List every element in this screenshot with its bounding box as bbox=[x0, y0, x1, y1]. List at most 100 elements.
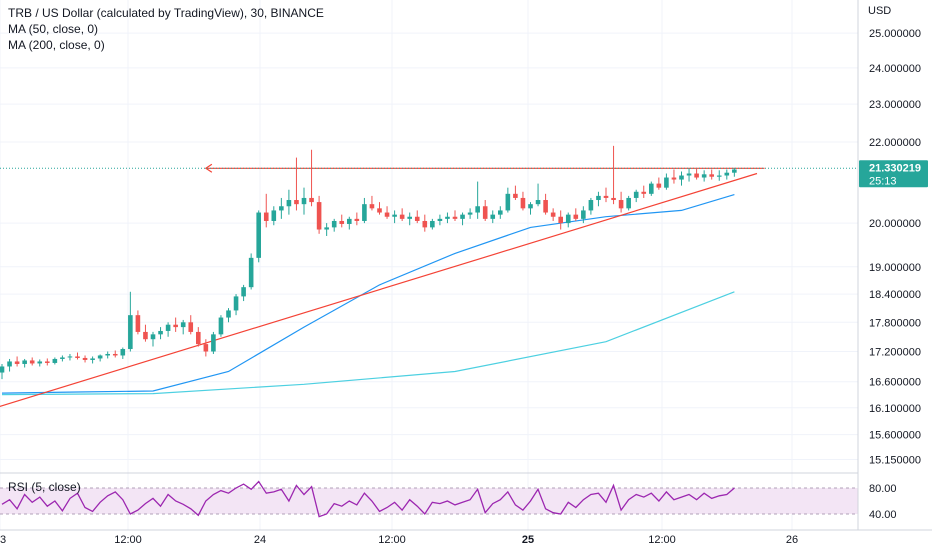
candle-body[interactable] bbox=[369, 204, 375, 209]
candle-body[interactable] bbox=[392, 214, 397, 217]
candle-body[interactable] bbox=[490, 214, 496, 219]
candle-body[interactable] bbox=[430, 220, 435, 228]
candle-body[interactable] bbox=[641, 191, 647, 194]
candle-body[interactable] bbox=[498, 210, 503, 215]
candle-body[interactable] bbox=[339, 220, 345, 224]
candle-body[interactable] bbox=[611, 197, 616, 201]
candle-body[interactable] bbox=[233, 296, 239, 311]
candle-body[interactable] bbox=[588, 200, 594, 211]
candle-body[interactable] bbox=[128, 315, 133, 350]
candle-body[interactable] bbox=[558, 216, 563, 224]
candle-body[interactable] bbox=[437, 218, 443, 221]
candle-body[interactable] bbox=[29, 360, 35, 364]
candle-body[interactable] bbox=[362, 204, 367, 221]
candle-body[interactable] bbox=[671, 177, 677, 180]
candle-body[interactable] bbox=[679, 175, 684, 180]
candle-body[interactable] bbox=[82, 357, 88, 360]
candle-body[interactable] bbox=[482, 206, 488, 219]
candle-body[interactable] bbox=[445, 216, 450, 219]
candle-body[interactable] bbox=[60, 357, 65, 359]
candle-body[interactable] bbox=[112, 353, 118, 356]
candle-body[interactable] bbox=[120, 349, 126, 356]
candle-body[interactable] bbox=[354, 218, 360, 221]
candle-body[interactable] bbox=[513, 193, 518, 198]
candle-body[interactable] bbox=[331, 220, 337, 228]
candle-body[interactable] bbox=[618, 200, 624, 209]
candle-body[interactable] bbox=[37, 361, 43, 364]
candle-body[interactable] bbox=[241, 287, 246, 297]
candle-body[interactable] bbox=[520, 197, 526, 209]
candle-body[interactable] bbox=[75, 356, 80, 358]
candle-body[interactable] bbox=[203, 344, 209, 352]
candle-body[interactable] bbox=[475, 206, 480, 213]
candle-body[interactable] bbox=[467, 212, 473, 215]
candle-body[interactable] bbox=[279, 206, 284, 211]
candle-body[interactable] bbox=[67, 356, 73, 358]
candle-body[interactable] bbox=[377, 208, 382, 213]
candle-body[interactable] bbox=[565, 214, 571, 224]
candle-body[interactable] bbox=[105, 353, 110, 356]
candle-body[interactable] bbox=[180, 322, 186, 328]
candle-body[interactable] bbox=[694, 173, 699, 178]
candle-body[interactable] bbox=[309, 197, 314, 203]
candle-body[interactable] bbox=[626, 197, 631, 209]
candle-body[interactable] bbox=[188, 322, 194, 332]
candle-body[interactable] bbox=[716, 175, 722, 177]
candle-body[interactable] bbox=[649, 183, 654, 194]
candle-body[interactable] bbox=[22, 360, 27, 364]
candle-body[interactable] bbox=[14, 361, 20, 364]
candle-body[interactable] bbox=[316, 202, 322, 230]
candle-body[interactable] bbox=[407, 216, 412, 219]
candle-body[interactable] bbox=[732, 169, 737, 173]
candle-body[interactable] bbox=[150, 334, 156, 340]
candle-body[interactable] bbox=[301, 197, 307, 205]
candle-body[interactable] bbox=[724, 172, 730, 176]
candle-body[interactable] bbox=[686, 173, 692, 176]
candle-body[interactable] bbox=[135, 315, 141, 332]
candle-body[interactable] bbox=[97, 355, 103, 359]
candle-body[interactable] bbox=[581, 210, 586, 219]
candle-body[interactable] bbox=[211, 334, 216, 352]
candle-body[interactable] bbox=[573, 214, 579, 219]
candle-body[interactable] bbox=[460, 214, 465, 219]
candle-body[interactable] bbox=[535, 200, 541, 205]
candle-body[interactable] bbox=[0, 366, 5, 373]
candle-body[interactable] bbox=[45, 361, 50, 363]
candle-body[interactable] bbox=[656, 183, 662, 188]
candle-body[interactable] bbox=[143, 331, 148, 340]
candle-body[interactable] bbox=[165, 324, 171, 331]
candle-body[interactable] bbox=[324, 227, 329, 230]
candle-body[interactable] bbox=[422, 220, 428, 228]
candle-body[interactable] bbox=[543, 200, 548, 213]
candle-body[interactable] bbox=[158, 330, 163, 335]
candle-body[interactable] bbox=[256, 212, 261, 258]
candle-body[interactable] bbox=[709, 174, 714, 177]
candle-body[interactable] bbox=[263, 212, 269, 221]
candle-body[interactable] bbox=[550, 212, 556, 217]
candle-body[interactable] bbox=[452, 216, 458, 219]
candle-body[interactable] bbox=[384, 212, 390, 217]
candle-body[interactable] bbox=[633, 191, 639, 198]
candle-body[interactable] bbox=[173, 324, 178, 328]
candle-body[interactable] bbox=[248, 257, 254, 288]
candle-body[interactable] bbox=[7, 361, 12, 367]
candle-body[interactable] bbox=[52, 358, 58, 363]
candle-body[interactable] bbox=[218, 317, 224, 335]
candle-body[interactable] bbox=[196, 331, 201, 345]
candle-body[interactable] bbox=[528, 204, 533, 209]
candle-body[interactable] bbox=[271, 210, 277, 221]
candle-body[interactable] bbox=[90, 358, 95, 360]
candle-body[interactable] bbox=[294, 200, 299, 205]
candle-body[interactable] bbox=[603, 195, 609, 198]
candle-body[interactable] bbox=[596, 195, 601, 201]
candle-body[interactable] bbox=[286, 200, 292, 207]
candle-body[interactable] bbox=[347, 218, 352, 224]
candle-body[interactable] bbox=[399, 214, 405, 219]
candle-body[interactable] bbox=[664, 177, 669, 188]
candle-body[interactable] bbox=[701, 174, 707, 178]
candle-body[interactable] bbox=[505, 193, 511, 211]
candle-body[interactable] bbox=[414, 216, 420, 221]
candle-body[interactable] bbox=[226, 310, 231, 318]
